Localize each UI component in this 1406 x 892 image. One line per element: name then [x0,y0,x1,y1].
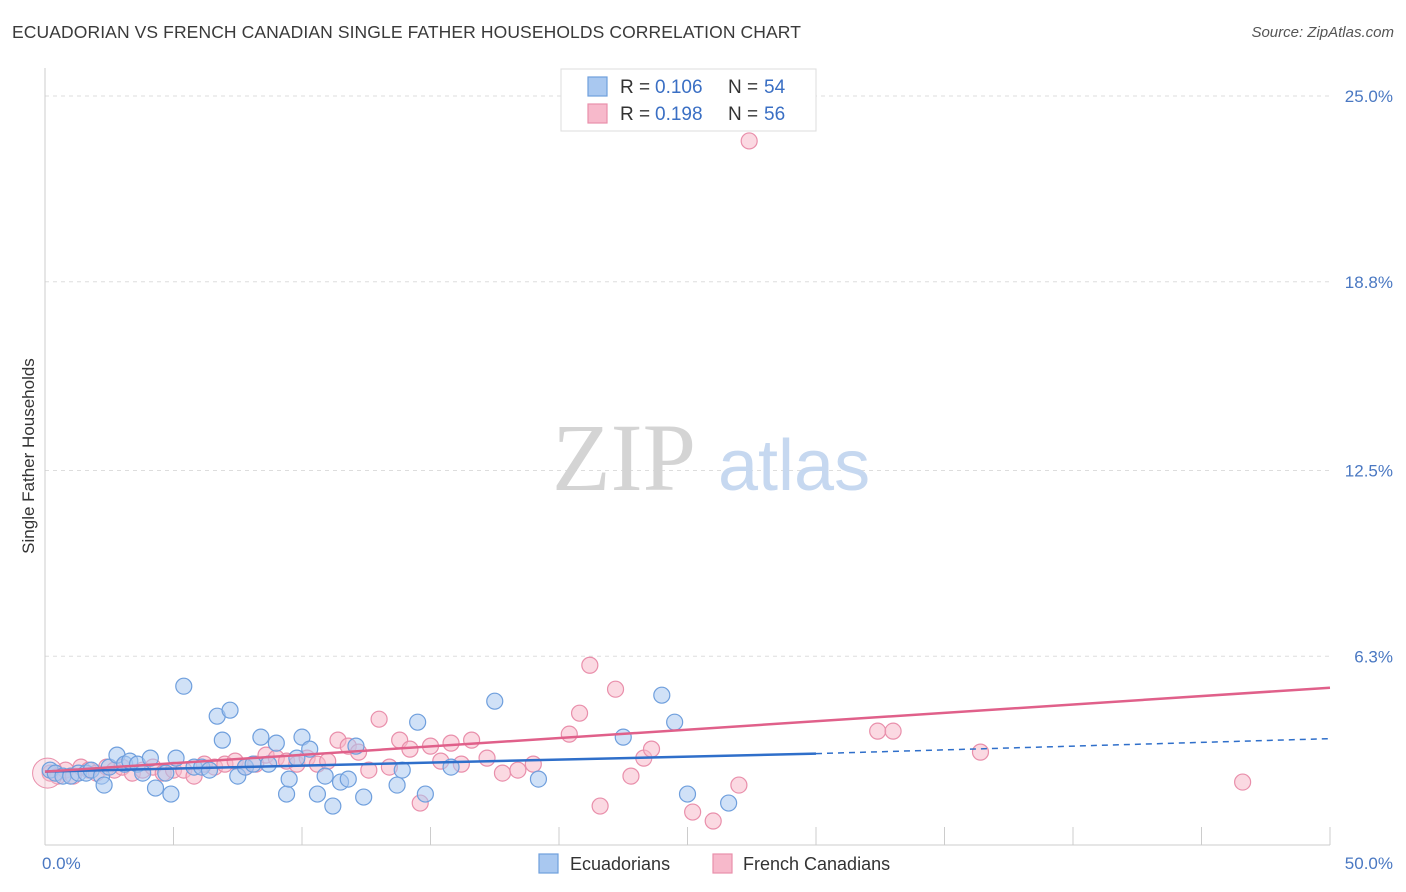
legend-r-value: 0.198 [655,104,703,125]
legend-n-label: N = [728,77,758,98]
legend-swatch-pink [587,103,608,124]
source-label: Source: ZipAtlas.com [1251,24,1394,41]
french-canadians-point-46 [509,761,527,779]
x-tick-label-1: 50.0% [1345,854,1393,873]
french-canadians-point-58 [730,776,748,794]
ecuadorians-point-23 [200,761,219,779]
legend-n-value: 56 [764,104,785,125]
ecuadorians-point-48 [416,785,434,803]
watermark: ZIP atlas [552,404,870,511]
french-canadians-point-52 [606,680,625,698]
ecuadorians-point-53 [653,686,671,704]
y-tick-label-2: 18.8% [1345,273,1393,292]
ecuadorians-point-40 [324,797,342,815]
ecuadorians-point-39 [316,767,334,785]
ecuadorians-point-20 [175,677,193,695]
french-canadians-point-29 [319,752,337,770]
french-canadians-point-47 [524,755,542,773]
bottom-legend-swatch-1 [712,853,733,874]
ecuadorians-point-15 [141,749,159,767]
legend-r-value: 0.106 [655,77,703,98]
french-canadians-point-57 [704,812,722,830]
french-canadians-trend-line [44,686,1331,773]
ecuadorians-point-38 [308,785,327,803]
french-canadians-point-45 [493,764,512,782]
french-canadians-point-61 [884,722,902,740]
french-canadians-point-44 [478,749,496,767]
legend-swatch-blue [587,76,608,97]
ecuadorians-point-52 [614,728,632,746]
ecuadorians-point-30 [252,728,270,746]
french-canadians-point-43 [463,731,481,749]
french-canadians-point-63 [1234,773,1252,791]
ecuadorians-point-44 [355,788,373,806]
ecuadorians-point-54 [666,713,684,731]
ecuadorians-point-16 [146,779,165,797]
french-canadians-point-60 [869,722,887,740]
ecuadorians-point-18 [162,785,180,803]
french-canadians-point-41 [442,734,460,752]
legend-r-label: R = [620,104,650,125]
ecuadorians-point-56 [720,794,738,812]
bottom-legend-label-1: French Canadians [743,854,890,874]
ecuadorians-point-8 [95,776,113,794]
watermark-zip: ZIP [552,404,696,511]
ecuadorians-point-14 [134,764,152,782]
ecuadorians-point-33 [277,785,296,803]
ecuadorians-point-45 [388,776,406,794]
trend-lines [44,686,1331,773]
chart-title: ECUADORIAN VS FRENCH CANADIAN SINGLE FAT… [12,22,801,42]
legend-n-label: N = [728,104,758,125]
bottom-legend-label-0: Ecuadorians [570,854,670,874]
ecuadorians-point-26 [221,701,239,719]
x-tick-labels: 0.0% 50.0% [42,854,1393,873]
axes [44,68,1331,846]
french-canadians-point-59 [740,132,758,150]
french-canadians-point-49 [570,704,589,722]
ecuadorians-point-42 [339,770,357,788]
legend-n-value: 54 [764,77,786,98]
y-tick-label-1: 12.5% [1345,462,1393,481]
legend: R = 0.106 N = 54 R = 0.198 N = 56 [560,68,817,132]
french-canadians-point-34 [370,710,388,728]
french-canadians-point-55 [642,740,661,758]
watermark-atlas: atlas [718,426,870,506]
y-tick-labels: 6.3% 12.5% 18.8% 25.0% [1345,87,1393,666]
series-ecuadorians [41,677,738,815]
y-tick-label-3: 25.0% [1345,87,1393,106]
french-canadians-point-33 [360,761,378,779]
ecuadorians-trend-line [44,752,817,773]
ecuadorians-point-32 [267,734,285,752]
french-canadians-point-56 [684,803,702,821]
ecuadorians-point-55 [678,785,697,803]
y-tick-label-0: 6.3% [1354,647,1393,666]
ecuadorians-point-34 [280,770,298,788]
bottom-legend: Ecuadorians French Canadians [538,853,890,874]
ecuadorians-point-50 [486,692,504,710]
legend-r-label: R = [620,77,650,98]
french-canadians-point-53 [622,767,640,785]
french-canadians-point-48 [560,725,578,743]
grid-lines [45,95,1330,657]
ecuadorians-point-25 [213,731,231,749]
french-canadians-point-62 [971,743,990,761]
y-axis-label: Single Father Households [19,358,38,554]
x-tick-label-0: 0.0% [42,854,81,873]
ecuadorians-point-36 [293,728,311,746]
ecuadorians-point-47 [409,713,427,731]
ecuadorians-point-51 [529,770,548,788]
bottom-legend-swatch-0 [538,853,559,874]
ecuadorians-trend-extension [815,737,1331,755]
french-canadians-point-51 [591,797,609,815]
french-canadians-point-50 [581,656,599,674]
